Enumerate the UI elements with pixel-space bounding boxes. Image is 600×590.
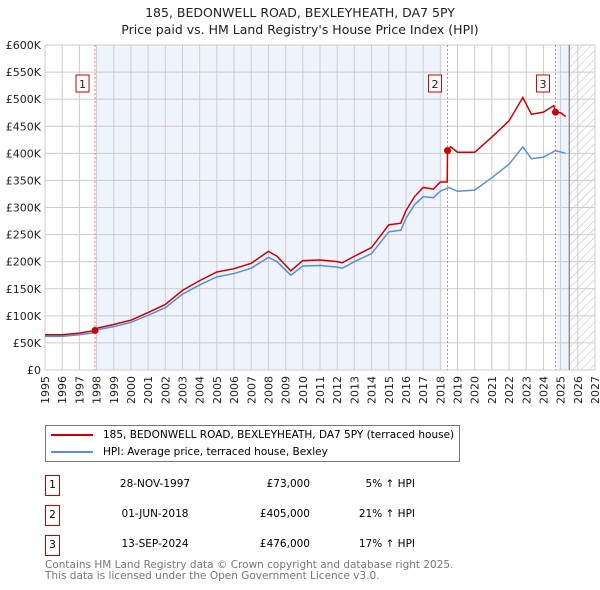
y-tick-label: £100K bbox=[6, 310, 42, 323]
sale-marker-box bbox=[75, 74, 90, 93]
x-tick-label: 2003 bbox=[177, 376, 190, 404]
y-tick-label: £300K bbox=[6, 202, 42, 215]
red-line-swatch bbox=[51, 434, 93, 436]
sale-hpi-diff: 21% ↑ HPI bbox=[358, 508, 415, 520]
table-row: 2 01-JUN-2018 £405,000 21% ↑ HPI bbox=[45, 505, 465, 527]
sale-hpi-diff: 17% ↑ HPI bbox=[358, 538, 415, 550]
sale-marker-badge: 1 bbox=[45, 475, 60, 496]
table-row: 1 28-NOV-1997 £73,000 5% ↑ HPI bbox=[45, 475, 465, 497]
legend-item-hpi: HPI: Average price, terraced house, Bexl… bbox=[46, 444, 328, 460]
x-tick-label: 2018 bbox=[434, 376, 447, 404]
y-tick-label: £250K bbox=[6, 229, 42, 242]
sale-point bbox=[91, 326, 99, 334]
x-tick-label: 2022 bbox=[503, 376, 516, 404]
y-tick-label: £350K bbox=[6, 174, 42, 187]
legend-label: 185, BEDONWELL ROAD, BEXLEYHEATH, DA7 5P… bbox=[103, 429, 455, 441]
y-tick-label: £0 bbox=[27, 364, 41, 377]
sale-marker-box bbox=[428, 74, 443, 93]
sale-price: £476,000 bbox=[259, 538, 310, 550]
x-tick-label: 2005 bbox=[211, 376, 224, 404]
x-tick-label: 1998 bbox=[91, 376, 104, 404]
sale-point bbox=[551, 108, 559, 116]
x-tick-label: 2012 bbox=[331, 376, 344, 404]
x-tick-label: 2002 bbox=[159, 376, 172, 404]
x-tick-label: 1999 bbox=[108, 376, 121, 404]
sale-marker-label: 1 bbox=[79, 78, 86, 91]
sale-marker-label: 2 bbox=[432, 78, 439, 91]
x-tick-label: 2027 bbox=[589, 376, 600, 404]
y-tick-label: £400K bbox=[6, 147, 42, 160]
y-tick-label: £550K bbox=[6, 66, 42, 79]
x-tick-label: 2013 bbox=[348, 376, 361, 404]
sale-point bbox=[444, 147, 452, 155]
x-tick-label: 1996 bbox=[56, 376, 69, 404]
x-tick-label: 2020 bbox=[469, 376, 482, 404]
table-row: 3 13-SEP-2024 £476,000 17% ↑ HPI bbox=[45, 535, 465, 557]
footer-copyright: Contains HM Land Registry data © Crown c… bbox=[45, 559, 454, 571]
x-tick-label: 2026 bbox=[572, 376, 585, 404]
sale-price: £73,000 bbox=[266, 478, 310, 490]
y-tick-label: £450K bbox=[6, 120, 42, 133]
x-tick-label: 2008 bbox=[262, 376, 275, 404]
y-tick-label: £600K bbox=[6, 39, 42, 52]
sale-date: 13-SEP-2024 bbox=[121, 538, 189, 550]
x-tick-label: 2017 bbox=[417, 376, 430, 404]
blue-line-swatch bbox=[51, 451, 93, 453]
chart-title: 185, BEDONWELL ROAD, BEXLEYHEATH, DA7 5P… bbox=[145, 5, 455, 20]
x-tick-label: 2014 bbox=[366, 376, 379, 404]
x-tick-label: 2001 bbox=[142, 376, 155, 404]
legend-item-property: 185, BEDONWELL ROAD, BEXLEYHEATH, DA7 5P… bbox=[46, 427, 454, 443]
x-tick-label: 2011 bbox=[314, 376, 327, 404]
x-tick-label: 2010 bbox=[297, 376, 310, 404]
x-tick-label: 2007 bbox=[245, 376, 258, 404]
x-tick-label: 2000 bbox=[125, 376, 138, 404]
sale-marker-badge: 2 bbox=[45, 505, 60, 526]
y-tick-label: £500K bbox=[6, 93, 42, 106]
footer-licence: This data is licensed under the Open Gov… bbox=[45, 570, 380, 582]
x-tick-label: 2016 bbox=[400, 376, 413, 404]
series-line bbox=[45, 145, 566, 338]
x-tick-label: 2025 bbox=[555, 376, 568, 404]
sale-date: 28-NOV-1997 bbox=[119, 478, 191, 490]
y-tick-label: £50K bbox=[13, 337, 42, 350]
x-tick-label: 1997 bbox=[73, 376, 86, 404]
x-tick-label: 2015 bbox=[383, 376, 396, 404]
legend-label: HPI: Average price, terraced house, Bexl… bbox=[103, 446, 328, 458]
x-tick-label: 1995 bbox=[39, 376, 52, 404]
sale-marker-box bbox=[535, 74, 550, 93]
x-tick-label: 2023 bbox=[520, 376, 533, 404]
sale-marker-badge: 3 bbox=[45, 535, 60, 556]
price-chart: 1995 1996 1997 1998 1999 2000 2001 2002 2003 2004… bbox=[6, 39, 600, 404]
sale-price: £405,000 bbox=[259, 508, 310, 520]
x-tick-label: 2024 bbox=[537, 376, 550, 404]
y-tick-label: £150K bbox=[6, 283, 42, 296]
sale-marker-label: 3 bbox=[539, 78, 546, 91]
sale-hpi-diff: 5% ↑ HPI bbox=[365, 478, 415, 490]
x-tick-label: 2006 bbox=[228, 376, 241, 404]
x-tick-label: 2009 bbox=[280, 376, 293, 404]
x-tick-label: 2021 bbox=[486, 376, 499, 404]
y-tick-label: £200K bbox=[6, 256, 42, 269]
chart-subtitle: Price paid vs. HM Land Registry's House … bbox=[121, 22, 479, 37]
sale-date: 01-JUN-2018 bbox=[121, 508, 189, 520]
x-tick-label: 2004 bbox=[194, 376, 207, 404]
series-line bbox=[45, 95, 567, 336]
legend: 185, BEDONWELL ROAD, BEXLEYHEATH, DA7 5P… bbox=[45, 425, 460, 462]
x-tick-label: 2019 bbox=[452, 376, 465, 404]
